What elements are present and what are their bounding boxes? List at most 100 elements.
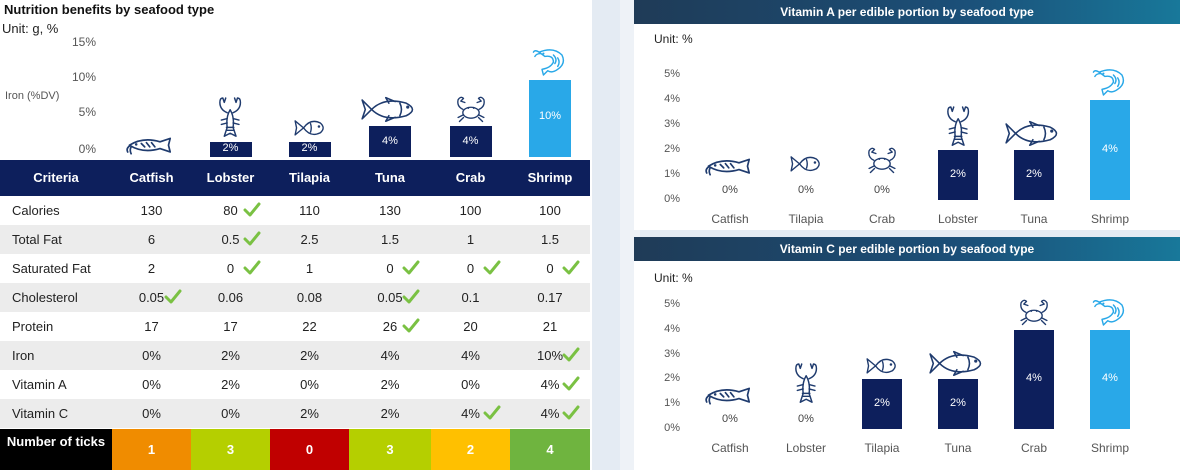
- category-label: Crab: [868, 212, 895, 226]
- bar-value-label: 2%: [874, 397, 890, 410]
- tuna-icon: [1004, 120, 1057, 147]
- table-cell: 2%: [380, 406, 400, 421]
- table-cell: 1: [466, 232, 475, 247]
- category-label: Lobster: [785, 441, 827, 455]
- table-cell: 2%: [221, 348, 240, 363]
- header-tuna: Tuna: [374, 170, 406, 185]
- lobster-icon: [219, 97, 242, 138]
- table-cell: 0.08: [296, 290, 323, 305]
- table-cell: 4%: [461, 406, 480, 421]
- header-tilapia: Tilapia: [289, 170, 330, 185]
- bar-value-label: 2%: [950, 397, 966, 410]
- table-cell: 0.06: [217, 290, 244, 305]
- header-crab: Crab: [455, 170, 486, 185]
- table-row: Cholesterol 0.05 0.06 0.08 0.05 0.1 0.17: [0, 283, 590, 312]
- vitamin-c-panel: Vitamin C per edible portion by seafood …: [634, 237, 1180, 470]
- iron-bar-crab: [449, 126, 492, 157]
- criteria-label: Saturated Fat: [12, 261, 91, 276]
- check-icon: [243, 202, 260, 217]
- table-cell: 0.1: [461, 290, 480, 305]
- shrimp-icon: [1092, 68, 1125, 96]
- y-tick-label: 0%: [664, 422, 680, 434]
- table-cell: 2: [147, 261, 156, 276]
- table-cell: 4%: [540, 406, 560, 421]
- catfish-icon: [704, 387, 750, 405]
- vitamin-a-unit: Unit: %: [654, 32, 693, 46]
- criteria-label: Vitamin C: [12, 406, 69, 421]
- shrimp-icon: [1092, 298, 1125, 326]
- bar-value-label: 0%: [874, 184, 890, 196]
- check-icon: [562, 376, 580, 391]
- y-tick-label: 10%: [71, 70, 96, 84]
- table-cell: 17: [223, 319, 238, 334]
- catfish-icon: [126, 137, 172, 155]
- iron-bar-label: 2%: [222, 142, 239, 155]
- table-cell: 2.5: [300, 232, 319, 247]
- lobster-icon: [794, 363, 818, 403]
- iron-bar-shrimp: [529, 80, 571, 157]
- tick-count-cell: 2: [431, 429, 510, 470]
- table-cell: 0.17: [537, 290, 563, 305]
- check-icon: [164, 289, 181, 304]
- iron-axis-label: Iron (%DV): [5, 90, 60, 102]
- criteria-label: Total Fat: [12, 232, 62, 247]
- table-cell: 22: [302, 319, 317, 334]
- tick-count-cell: 0: [270, 429, 349, 470]
- bar-value-label: 4%: [1102, 143, 1118, 155]
- table-cell: 0%: [142, 406, 161, 421]
- y-tick-label: 4%: [664, 322, 680, 335]
- vitamin-a-panel: Vitamin A per edible portion by seafood …: [634, 0, 1180, 230]
- bar-value-label: 0%: [722, 184, 738, 196]
- iron-bar-tilapia: [288, 141, 331, 157]
- table-cell: 110: [299, 203, 320, 218]
- bar-lobster: [938, 150, 978, 200]
- iron-bar-lobster: [209, 141, 252, 157]
- shrimp-icon: [532, 49, 565, 76]
- table-cell: 21: [542, 319, 558, 334]
- y-tick-label: 15%: [71, 35, 96, 49]
- header-lobster: Lobster: [206, 170, 255, 185]
- table-row: Protein 17 17 22 26 20 21: [0, 312, 590, 341]
- table-cell: 4%: [461, 348, 480, 363]
- y-tick-label: 0%: [664, 193, 680, 205]
- y-tick-label: 2%: [664, 143, 680, 155]
- tilapia-icon: [866, 357, 896, 374]
- check-icon: [402, 260, 420, 275]
- table-cell: 1.5: [380, 232, 400, 247]
- bar-value-label: 0%: [798, 413, 814, 425]
- table-row: Total Fat 6 0.5 2.5 1.5 1 1.5: [0, 225, 590, 254]
- y-tick-label: 3%: [664, 118, 680, 130]
- table-cell: 0%: [300, 377, 319, 392]
- header-shrimp: Shrimp: [527, 170, 573, 185]
- table-cell: 0%: [142, 348, 161, 363]
- y-tick-label: 0%: [78, 142, 96, 156]
- category-label: Shrimp: [1090, 212, 1129, 226]
- check-icon: [562, 405, 580, 420]
- table-cell: 0%: [221, 406, 240, 421]
- table-cell: 130: [140, 203, 163, 218]
- bar-value-label: 4%: [1026, 372, 1042, 385]
- bar-tuna: [1014, 150, 1054, 200]
- tuna-icon: [928, 350, 981, 376]
- table-cell: 17: [144, 319, 159, 334]
- vitamin-c-unit: Unit: %: [654, 271, 693, 285]
- bar-shrimp: [1090, 100, 1130, 200]
- table-cell: 4%: [380, 348, 400, 363]
- table-row: Vitamin A 0% 2% 0% 2% 0% 4%: [0, 370, 590, 399]
- left-unit: Unit: g, %: [2, 21, 59, 36]
- left-title: Nutrition benefits by seafood type: [4, 2, 215, 17]
- bar-tuna: [938, 379, 978, 429]
- tilapia-icon: [790, 156, 820, 172]
- crab-icon: [456, 96, 485, 122]
- table-cell: 0%: [142, 377, 161, 392]
- table-cell: 10%: [536, 348, 564, 363]
- table-header: Criteria Catfish Lobster Tilapia Tuna Cr…: [0, 160, 590, 196]
- criteria-label: Iron: [12, 348, 35, 363]
- table-cell: 1: [305, 261, 314, 276]
- table-cell: 0.5: [221, 232, 240, 247]
- bar-value-label: 0%: [722, 413, 738, 425]
- check-icon: [402, 289, 420, 304]
- table-cell: 2%: [380, 377, 400, 392]
- tick-count-cell: 4: [510, 429, 590, 470]
- category-label: Tilapia: [788, 212, 824, 226]
